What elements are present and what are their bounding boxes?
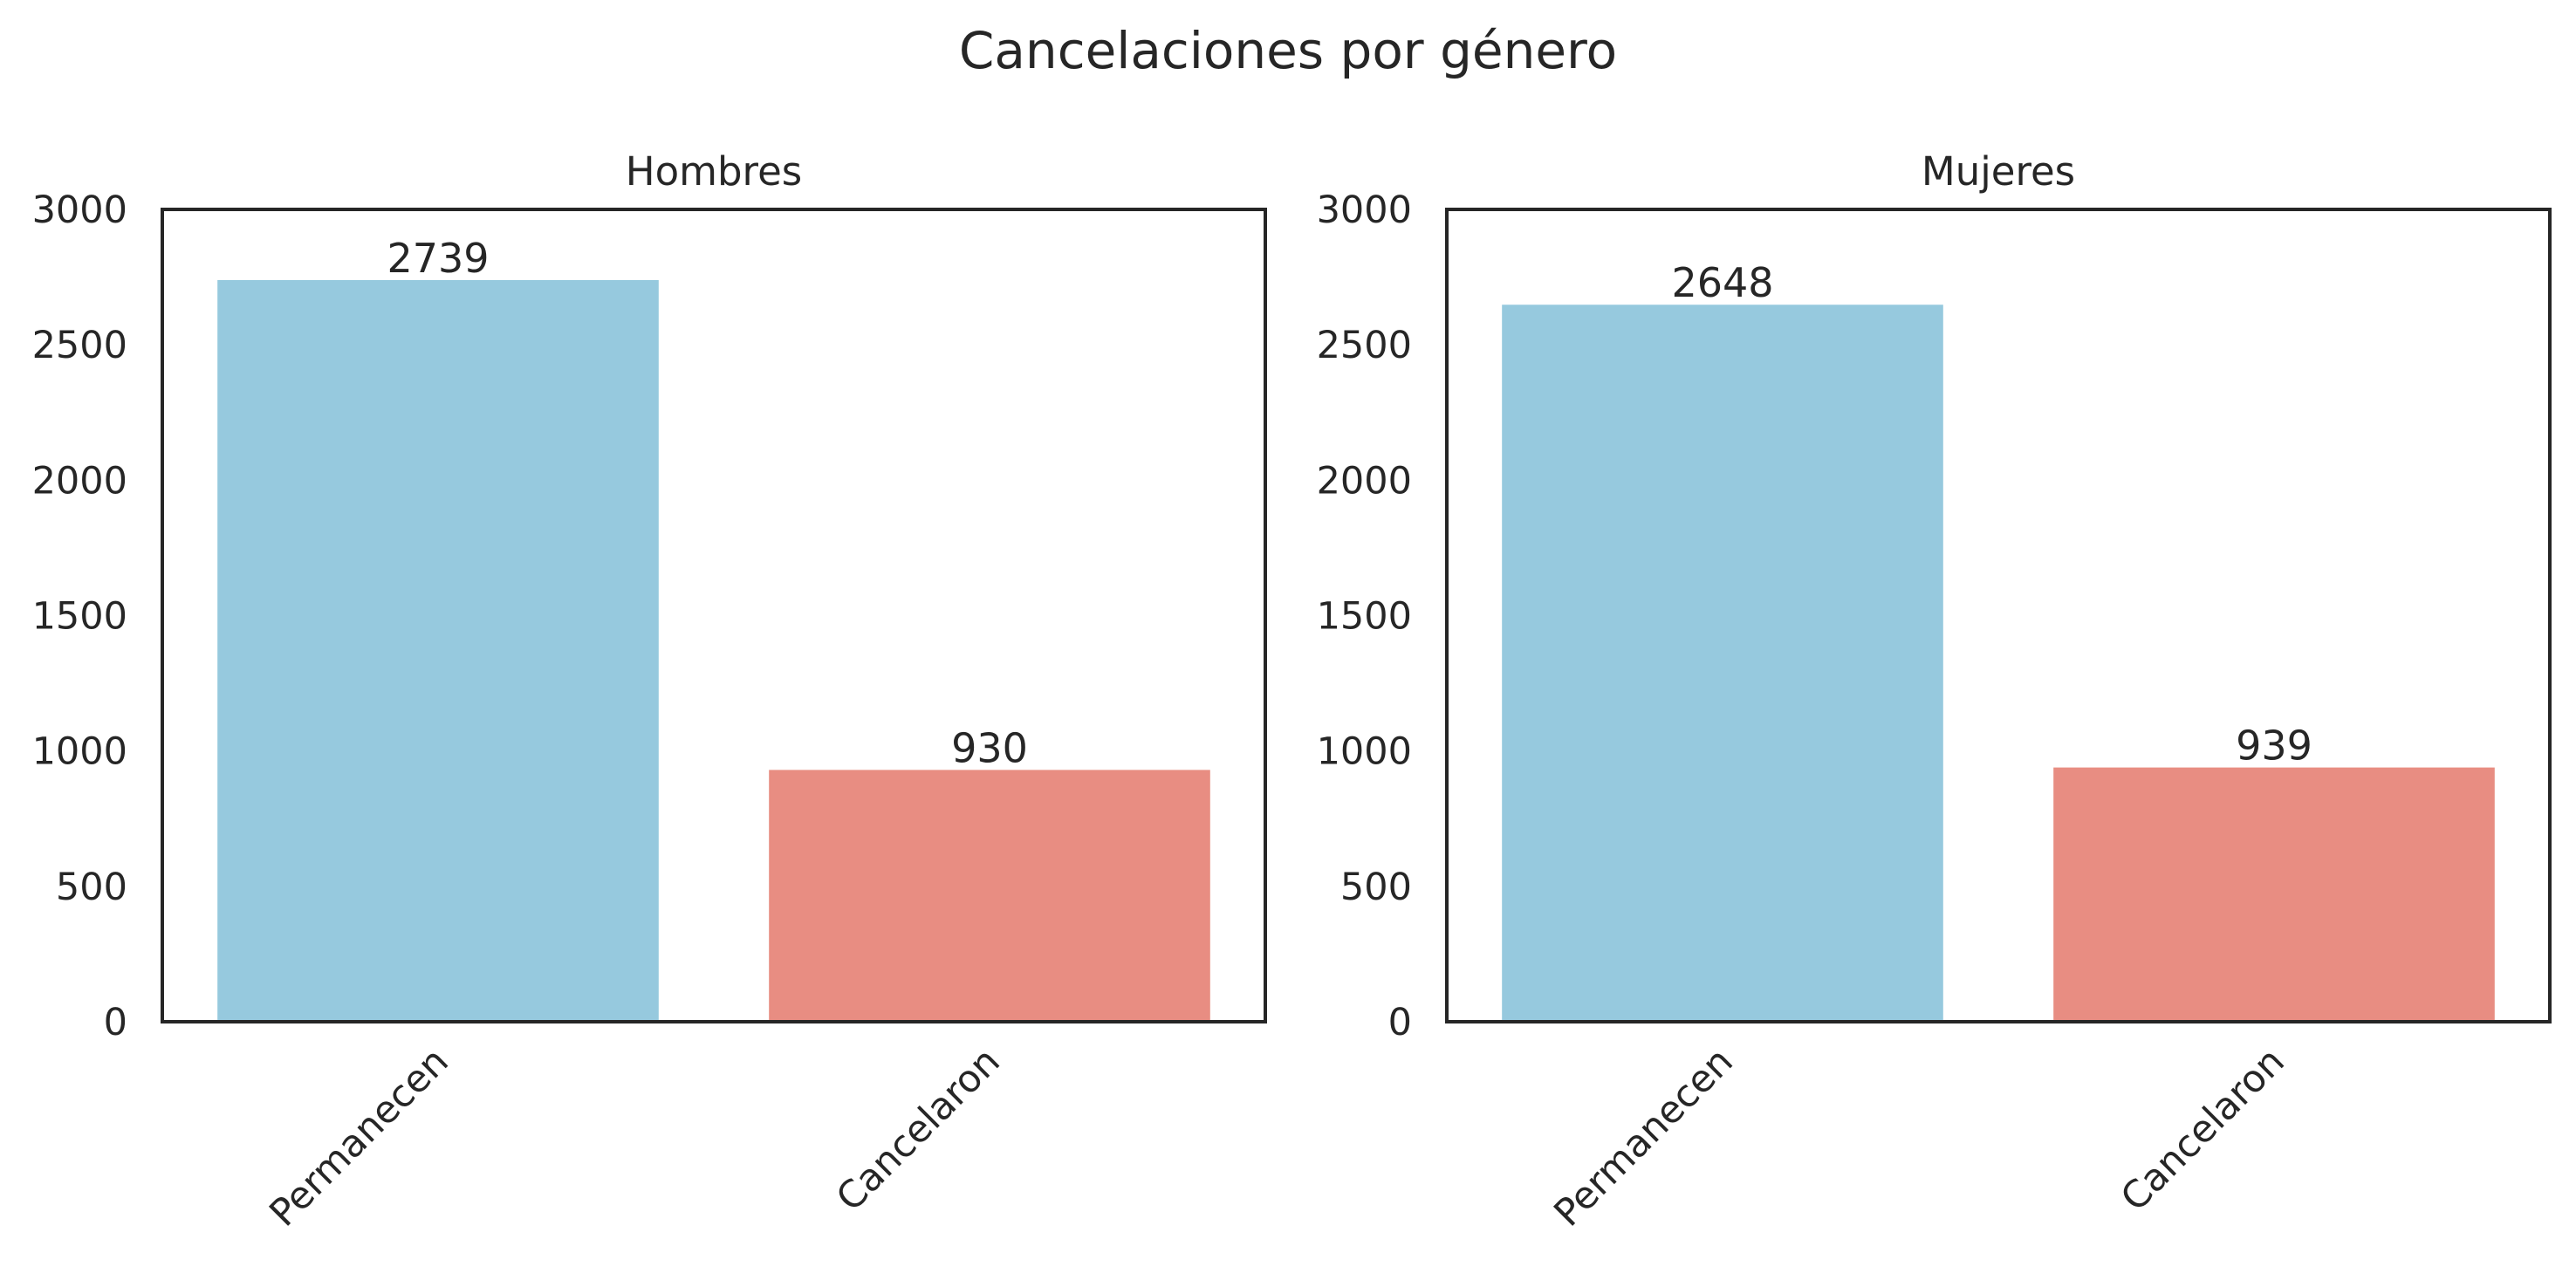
y-tick-label: 2500 bbox=[1317, 324, 1412, 367]
x-tick-label: Cancelaron bbox=[828, 1039, 1009, 1220]
y-tick-label: 3000 bbox=[32, 188, 127, 232]
bar-permanecen bbox=[217, 279, 659, 1022]
x-tick-label: Cancelaron bbox=[2113, 1039, 2293, 1220]
bar-cancelaron bbox=[769, 770, 1210, 1022]
y-tick-label: 1000 bbox=[32, 730, 127, 774]
y-tick-label: 500 bbox=[56, 866, 127, 909]
data-label: 939 bbox=[2236, 722, 2312, 770]
figure-title: Cancelaciones por género bbox=[959, 21, 1617, 80]
y-tick-label: 0 bbox=[104, 1001, 127, 1044]
y-tick-label: 1500 bbox=[32, 595, 127, 639]
bar-cancelaron bbox=[2053, 767, 2495, 1022]
data-label: 2739 bbox=[387, 235, 489, 282]
data-label: 2648 bbox=[1671, 259, 1773, 306]
y-tick-label: 1500 bbox=[1317, 595, 1412, 639]
y-tick-label: 0 bbox=[1388, 1001, 1412, 1044]
chart-panel-1: Hombres 2739 Permanecen 930 Cancelaron 0 500 10… bbox=[32, 148, 1267, 1236]
y-tick-label: 3000 bbox=[1317, 188, 1412, 232]
y-tick-label: 2000 bbox=[32, 459, 127, 503]
panel-title: Mujeres bbox=[1922, 148, 2075, 195]
x-tick-label: Permanecen bbox=[262, 1039, 457, 1235]
y-tick-label: 500 bbox=[1340, 866, 1412, 909]
x-tick-label: Permanecen bbox=[1546, 1039, 1742, 1235]
y-tick-label: 1000 bbox=[1317, 730, 1412, 774]
chart-panel-2: Mujeres 2648 Permanecen 939 Cancelaron 0 500 10… bbox=[1317, 148, 2552, 1236]
data-label: 930 bbox=[951, 724, 1028, 771]
axes-frame bbox=[1445, 208, 2552, 1023]
panel-title: Hombres bbox=[626, 148, 802, 195]
y-tick-label: 2500 bbox=[32, 324, 127, 367]
y-tick-label: 2000 bbox=[1317, 459, 1412, 503]
axes-frame bbox=[161, 208, 1267, 1023]
bar-permanecen bbox=[1502, 305, 1943, 1023]
